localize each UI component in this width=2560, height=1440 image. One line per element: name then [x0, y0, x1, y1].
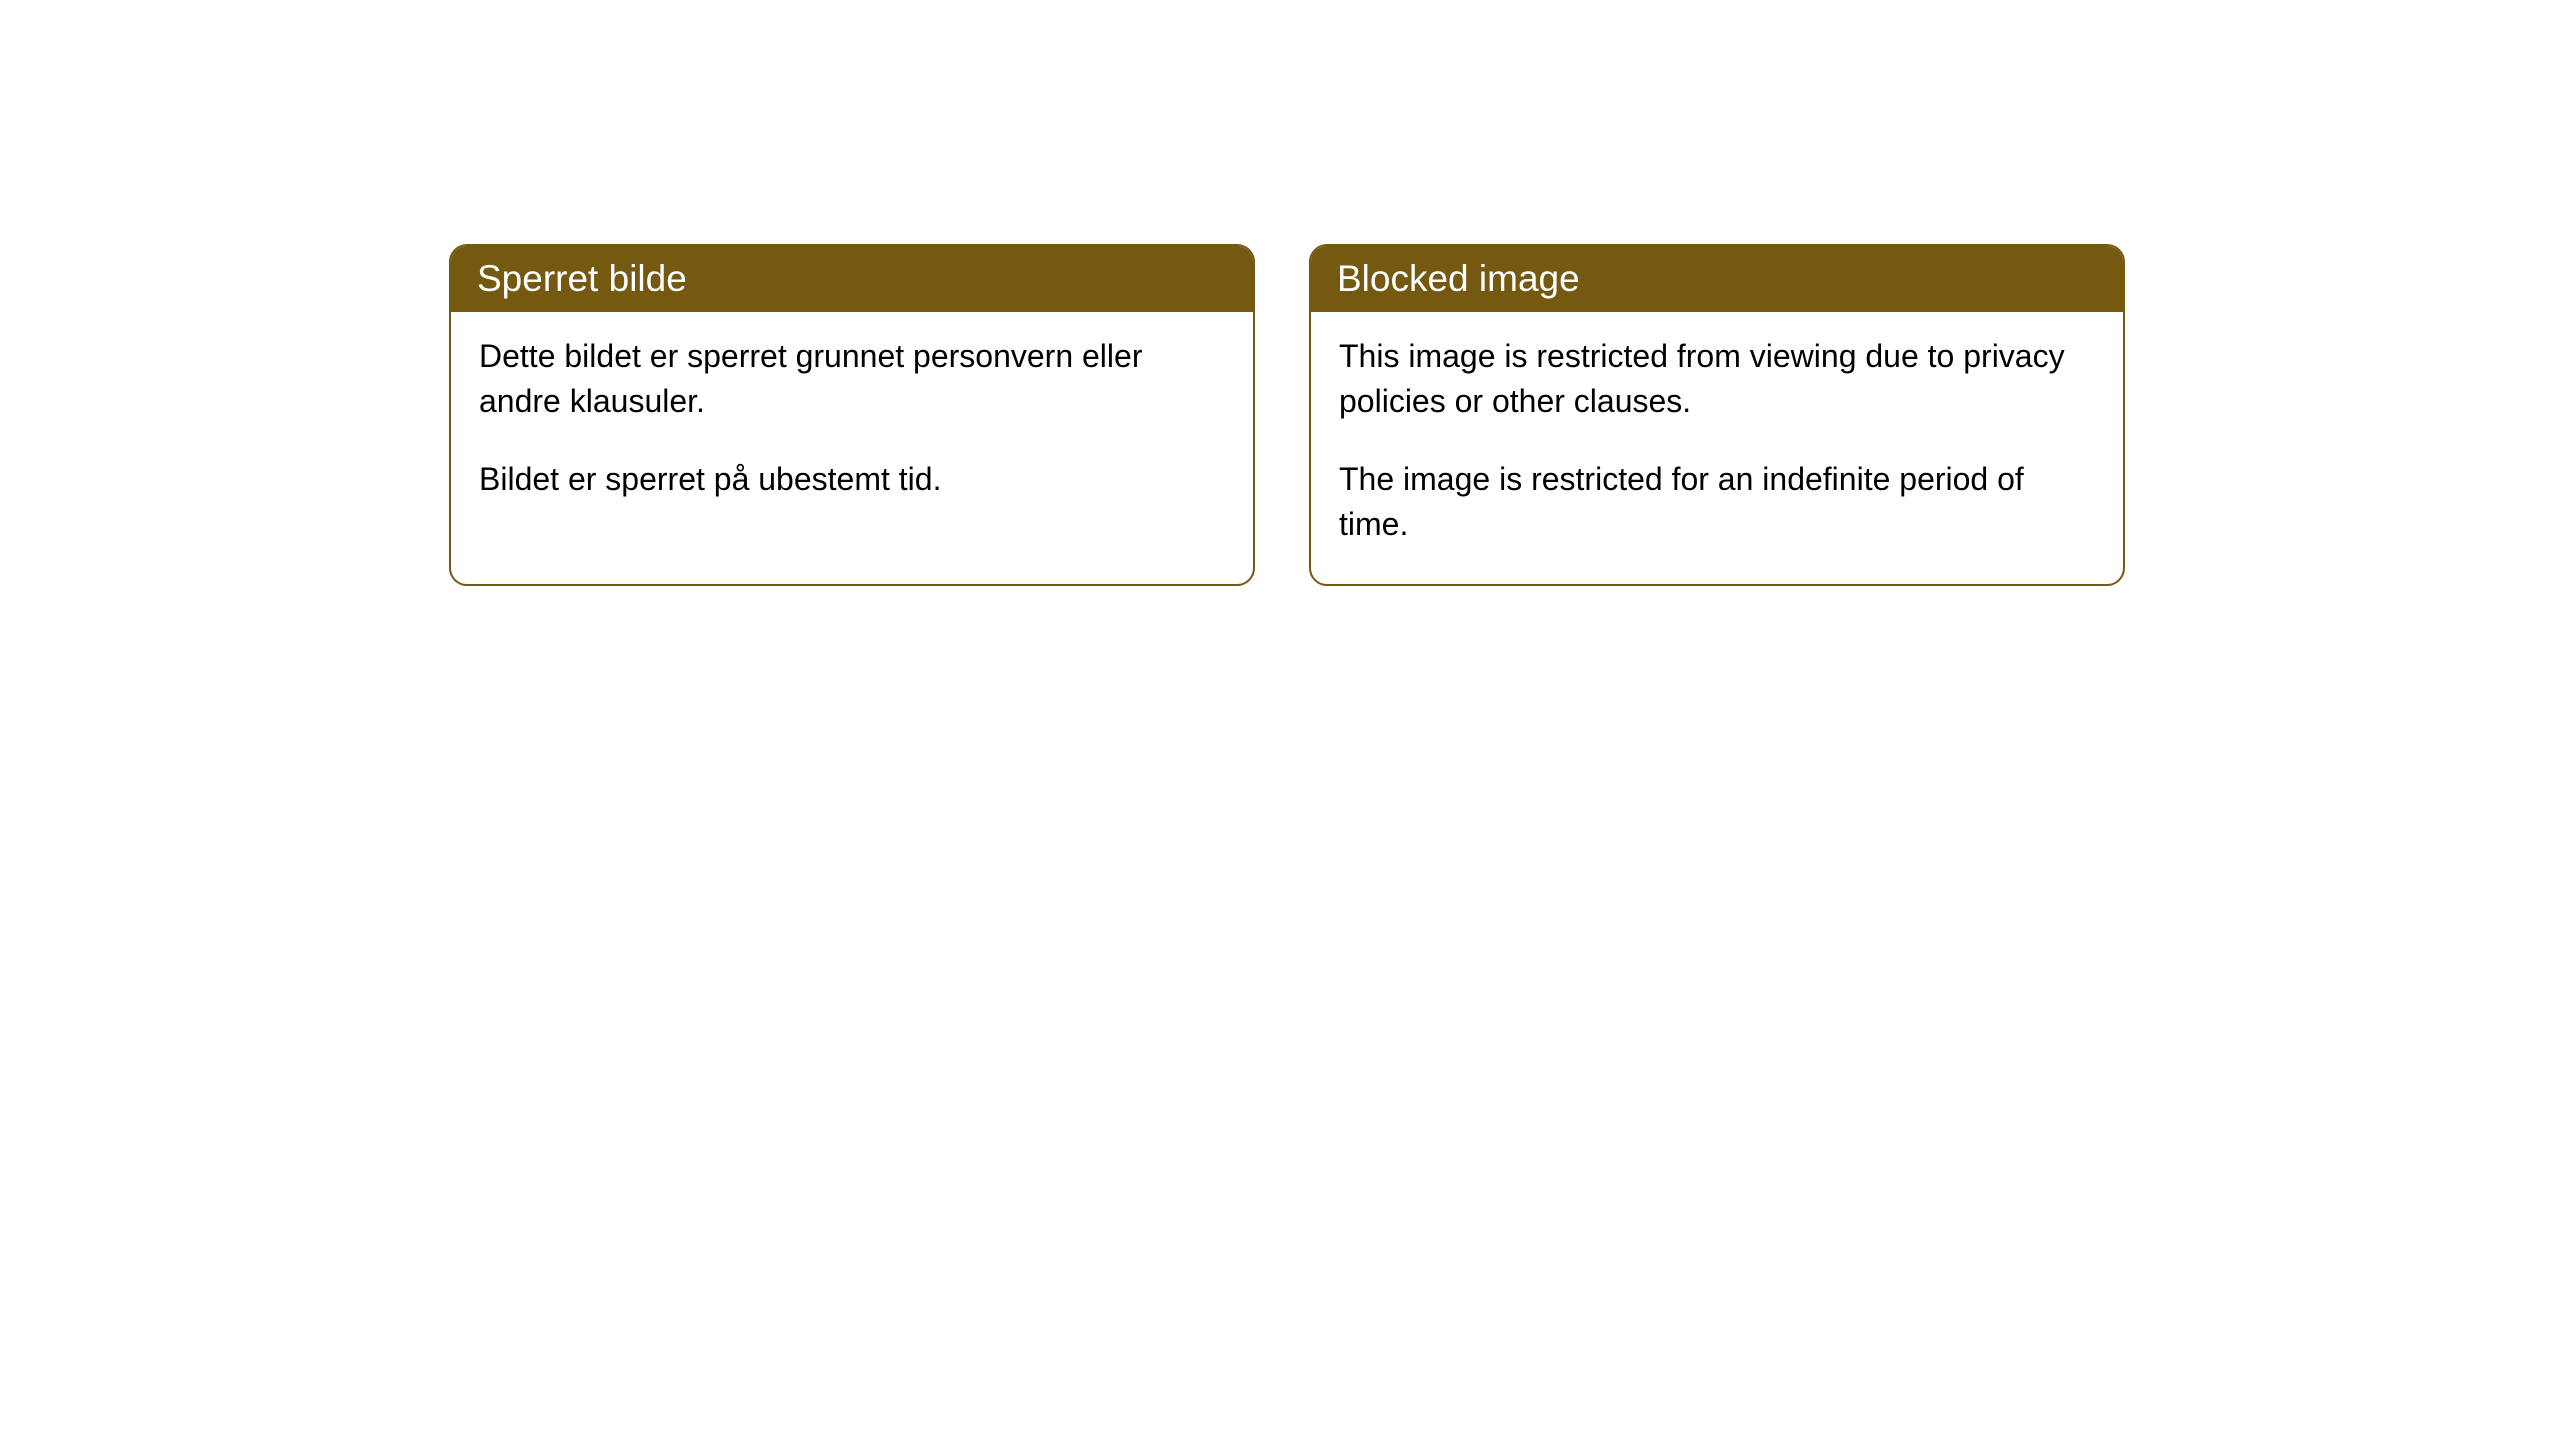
card-body-norwegian: Dette bildet er sperret grunnet personve… [451, 312, 1253, 538]
blocked-image-card-english: Blocked image This image is restricted f… [1309, 244, 2125, 586]
card-header-norwegian: Sperret bilde [451, 246, 1253, 312]
card-paragraph-2-english: The image is restricted for an indefinit… [1339, 457, 2095, 548]
card-paragraph-1-english: This image is restricted from viewing du… [1339, 334, 2095, 425]
card-header-english: Blocked image [1311, 246, 2123, 312]
notice-cards-container: Sperret bilde Dette bildet er sperret gr… [449, 244, 2125, 586]
card-body-english: This image is restricted from viewing du… [1311, 312, 2123, 584]
card-paragraph-2-norwegian: Bildet er sperret på ubestemt tid. [479, 457, 1225, 502]
blocked-image-card-norwegian: Sperret bilde Dette bildet er sperret gr… [449, 244, 1255, 586]
card-paragraph-1-norwegian: Dette bildet er sperret grunnet personve… [479, 334, 1225, 425]
